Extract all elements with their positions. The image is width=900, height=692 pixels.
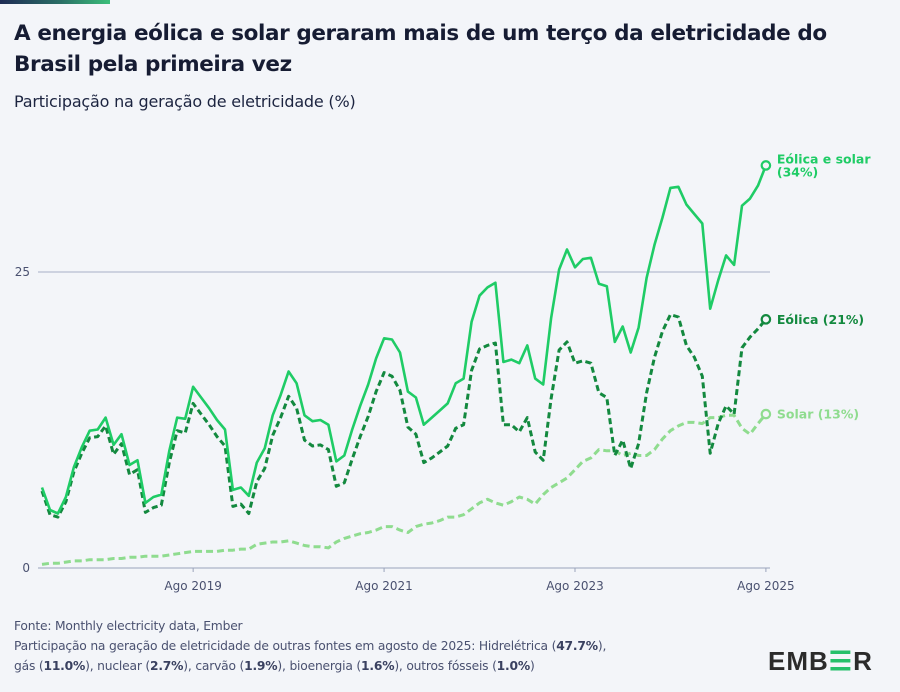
other-source-value: 1.0% [496,659,531,673]
logo-text-end: R [853,646,873,676]
series-line-solar [41,413,768,566]
other-source-value: 1.6% [361,659,395,673]
other-source-value: 1.9% [244,659,278,673]
ember-logo: EMB☰R [768,646,873,677]
chart-title: A energia eólica e solar geraram mais de… [14,21,827,77]
logo-text: EMB [768,646,829,676]
chart-footer: Fonte: Monthly electricity data, Ember P… [14,616,754,676]
series-layer [40,160,772,566]
series-label-value: (34%) [777,164,818,179]
series-line-eólica-e-solar [40,164,768,515]
other-source-name: carvão ( [195,659,245,673]
series-label: Eólica e solar [777,151,871,166]
x-tick-label: Ago 2023 [546,579,604,593]
other-source-name: Hidrelétrica ( [478,639,557,653]
logo-accent-e: ☰ [828,646,854,676]
series-end-marker [760,408,772,420]
other-source-name: nuclear ( [97,659,150,673]
series-label: Eólica (21%) [777,312,864,327]
other-source-name: outros fósseis ( [406,659,497,673]
x-tick-label: Ago 2021 [355,579,413,593]
other-source-value: 11.0% [43,659,86,673]
y-tick-label: 0 [22,561,30,575]
other-source-name: gás ( [14,659,44,673]
series-label: Solar (13%) [777,407,859,422]
other-sources-note: Participação na geração de eletricidade … [14,639,607,673]
y-tick-label: 25 [15,265,30,279]
series-line-eólica [40,313,768,519]
other-source-value: 47.7% [556,639,598,653]
series-end-marker [760,314,772,325]
source-note: Fonte: Monthly electricity data, Ember [14,619,243,633]
other-source-name: bioenergia ( [289,659,362,673]
x-tick-label: Ago 2025 [737,579,795,593]
grid-layer: 0 25 Ago 2019 Ago 2021 Ago 2023 Ago 2025 [15,265,795,593]
chart-subtitle: Participação na geração de eletricidade … [14,92,356,111]
brand-gradient-bar [0,0,110,4]
other-source-value: 2.7% [149,659,184,673]
series-end-marker [760,160,772,171]
x-tick-label: Ago 2019 [164,579,222,593]
label-layer: Eólica e solar(34%) Eólica (21%) Solar (13… [777,151,871,421]
